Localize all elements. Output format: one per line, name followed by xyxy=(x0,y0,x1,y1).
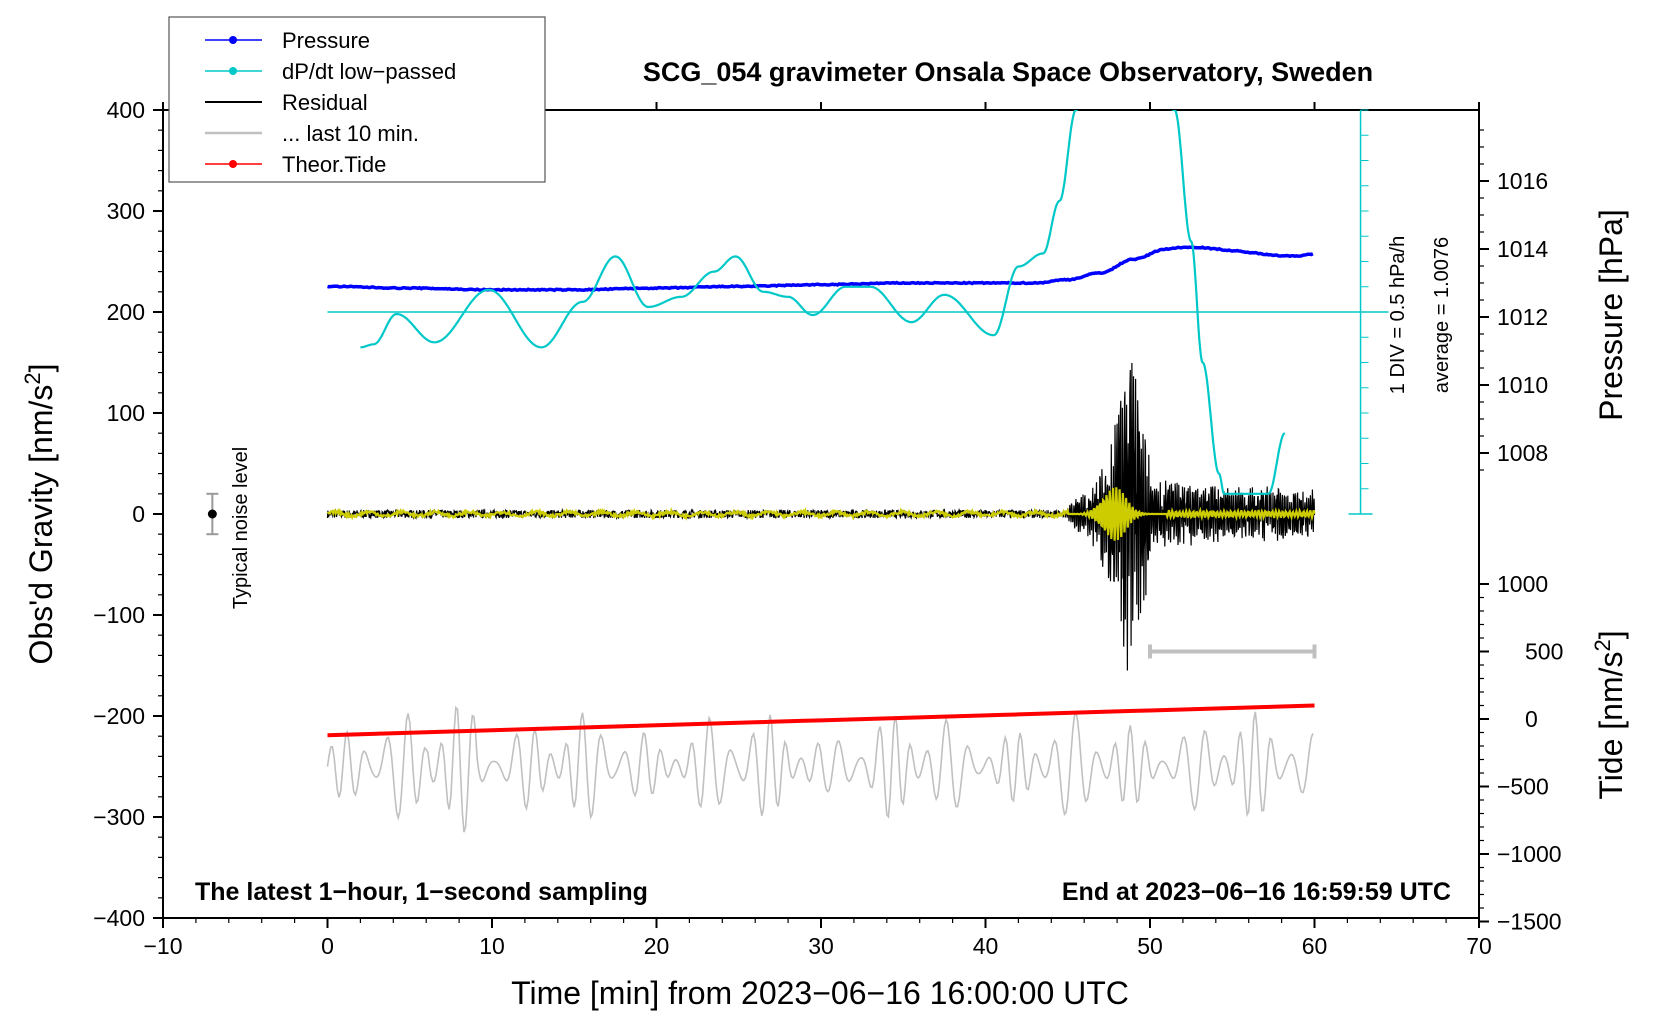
x-tick-label: 0 xyxy=(321,933,334,959)
y3-tick-label: 500 xyxy=(1525,639,1563,665)
annotation-latest-hour: The latest 1−hour, 1−second sampling xyxy=(195,878,648,906)
y-tick-label: −300 xyxy=(93,804,145,830)
scale-average-label: average = 1.0076 xyxy=(1431,237,1453,393)
legend-item-dpdt: dP/dt low−passed xyxy=(205,59,456,84)
residual-lowpassed-line xyxy=(326,487,1316,541)
legend-label-tide: Theor.Tide xyxy=(282,152,386,177)
x-tick-label: 60 xyxy=(1302,933,1328,959)
y2-tick-label: 1010 xyxy=(1497,372,1548,398)
y2-tick-label: 1008 xyxy=(1497,440,1548,466)
y-tick-label: −200 xyxy=(93,703,145,729)
scale-div-label: 1 DIV = 0.5 hPa/h xyxy=(1387,236,1409,394)
legend-item-pressure: Pressure xyxy=(205,28,370,53)
y-axis-label: Obs'd Gravity [nm/s2] xyxy=(20,363,59,664)
annotation-end-time: End at 2023−06−16 16:59:59 UTC xyxy=(1062,878,1451,906)
y-tick-label: 300 xyxy=(107,198,145,224)
legend-label-last10: ... last 10 min. xyxy=(282,121,419,146)
legend: Pressure dP/dt low−passed Residual ... l… xyxy=(168,16,546,183)
legend-box xyxy=(168,16,546,183)
y3-axis-label: Tide [nm/s2] xyxy=(1590,630,1629,799)
x-tick-label: 70 xyxy=(1466,933,1492,959)
legend-marker-pressure xyxy=(229,36,237,44)
y-tick-label: −400 xyxy=(93,905,145,931)
y3-tick-label: −1500 xyxy=(1497,909,1562,935)
y2-tick-label: 1016 xyxy=(1497,168,1548,194)
x-tick-label: 50 xyxy=(1137,933,1163,959)
legend-label-residual: Residual xyxy=(282,90,368,115)
y-tick-label: 400 xyxy=(107,97,145,123)
residual-line xyxy=(326,362,1316,671)
y2-tick-label: 1014 xyxy=(1497,236,1548,262)
y-tick-label: 100 xyxy=(107,400,145,426)
x-axis-label: Time [min] from 2023−06−16 16:00:00 UTC xyxy=(511,975,1129,1011)
x-tick-label: 10 xyxy=(479,933,505,959)
legend-label-pressure: Pressure xyxy=(282,28,370,53)
y3-tick-label: −500 xyxy=(1497,774,1549,800)
x-tick-label: 20 xyxy=(644,933,670,959)
y2-axis-label: Pressure [hPa] xyxy=(1593,209,1629,421)
y-tick-label: −100 xyxy=(93,602,145,628)
legend-item-residual: Residual xyxy=(205,90,368,115)
y3-tick-label: −1000 xyxy=(1497,841,1562,867)
series-layer xyxy=(206,109,1389,833)
theoretical-tide-line xyxy=(327,703,1315,738)
x-tick-label: 30 xyxy=(808,933,834,959)
y2-tick-label: 1012 xyxy=(1497,304,1548,330)
axes-layer: −10 0 10 20 30 40 50 60 704003002001000−100−200−… xyxy=(93,97,1563,959)
legend-item-last10: ... last 10 min. xyxy=(205,121,419,146)
last-10-min-line xyxy=(326,705,1314,833)
chart-title: SCG_054 gravimeter Onsala Space Observat… xyxy=(643,57,1373,87)
legend-item-tide: Theor.Tide xyxy=(205,152,386,177)
dpdt-line xyxy=(360,110,1286,495)
y-tick-label: 0 xyxy=(132,501,145,527)
legend-label-dpdt: dP/dt low−passed xyxy=(282,59,456,84)
y3-tick-label: 0 xyxy=(1525,706,1538,732)
x-tick-label: −10 xyxy=(143,933,182,959)
noise-bar-point xyxy=(207,509,217,519)
x-tick-label: 40 xyxy=(973,933,999,959)
noise-level-label: Typical noise level xyxy=(230,447,252,609)
y3-tick-label: 1000 xyxy=(1497,571,1548,597)
y-tick-label: 200 xyxy=(107,299,145,325)
legend-marker-tide xyxy=(229,160,237,168)
legend-marker-dpdt xyxy=(229,67,237,75)
